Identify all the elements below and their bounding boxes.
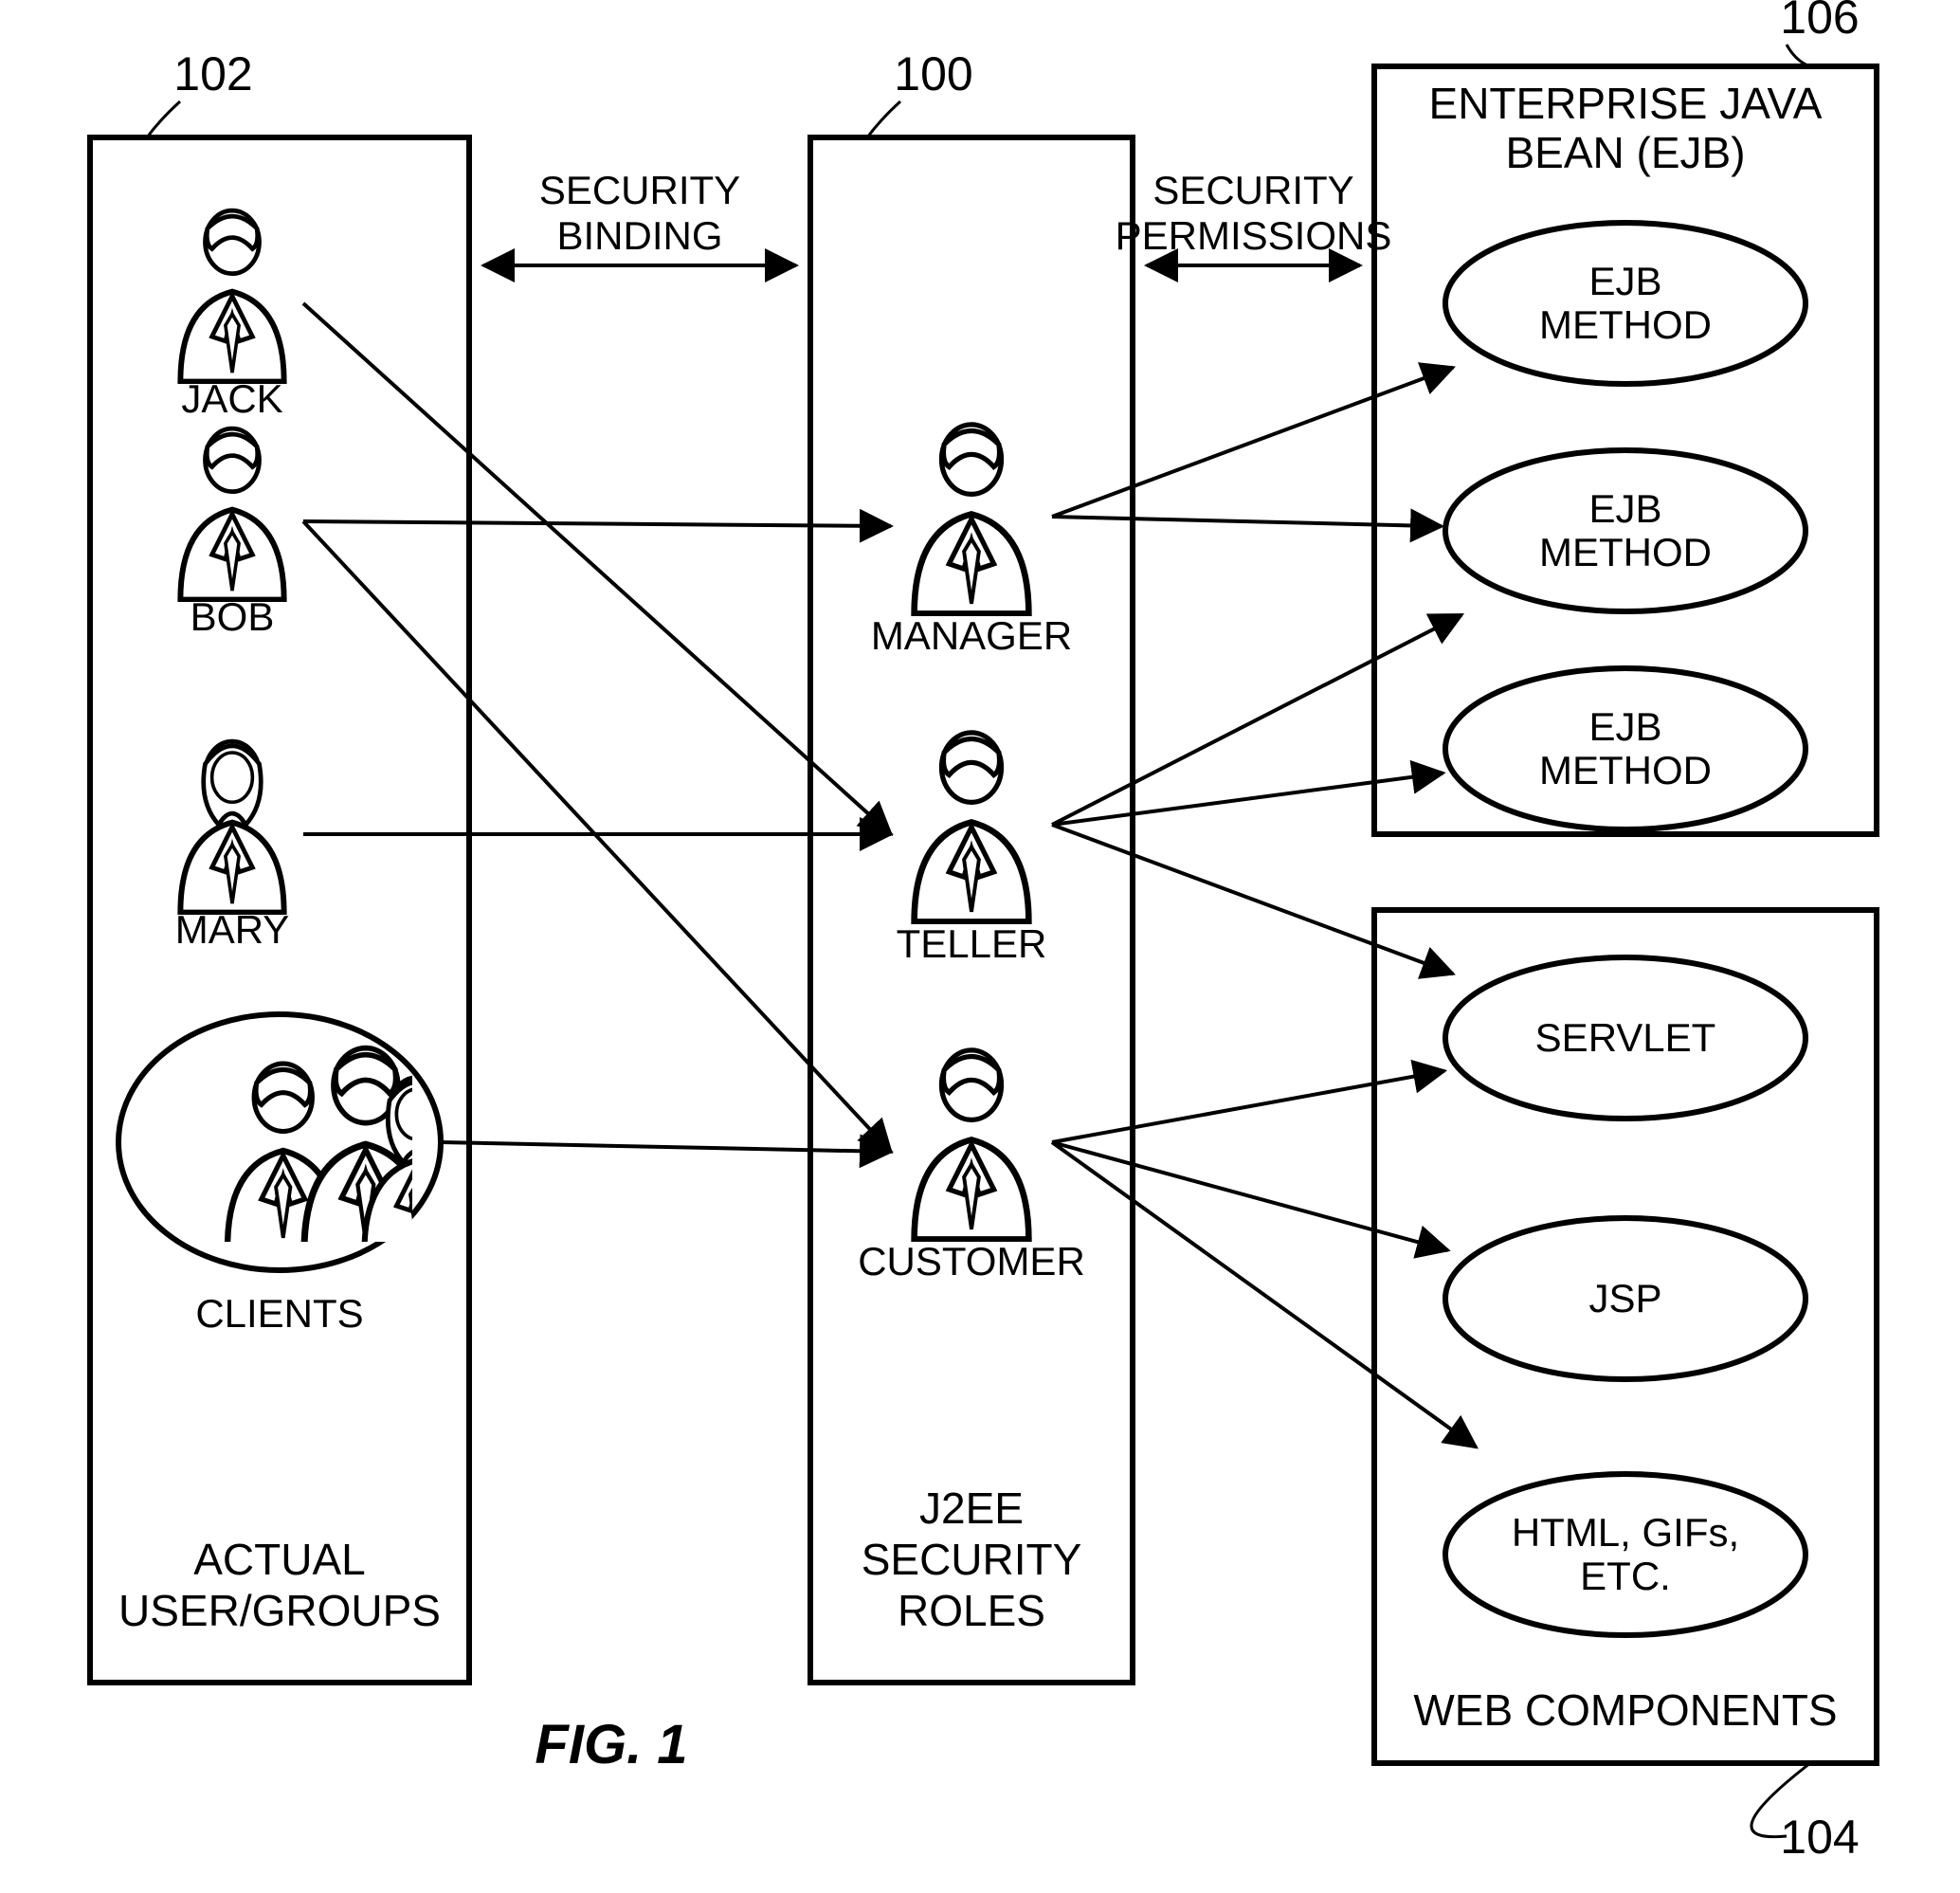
ejb-ejb3: EJBMETHOD: [1445, 668, 1806, 829]
svg-text:JSP: JSP: [1588, 1276, 1661, 1320]
svg-text:ROLES: ROLES: [898, 1586, 1045, 1635]
ejb-ejb2: EJBMETHOD: [1445, 450, 1806, 611]
svg-text:J2EE: J2EE: [919, 1483, 1024, 1533]
svg-text:HTML, GIFs,: HTML, GIFs,: [1512, 1510, 1739, 1555]
svg-text:TELLER: TELLER: [897, 921, 1047, 966]
svg-text:MANAGER: MANAGER: [871, 613, 1072, 658]
svg-text:SECURITY: SECURITY: [539, 168, 740, 212]
svg-text:100: 100: [894, 47, 972, 100]
svg-text:BEAN (EJB): BEAN (EJB): [1505, 128, 1745, 177]
svg-text:PERMISSIONS: PERMISSIONS: [1116, 213, 1392, 258]
svg-text:102: 102: [173, 47, 252, 100]
svg-text:BINDING: BINDING: [556, 213, 722, 258]
svg-text:EJB: EJB: [1588, 486, 1661, 531]
svg-text:MARY: MARY: [175, 907, 290, 952]
svg-text:BOB: BOB: [191, 594, 275, 639]
svg-text:ACTUAL: ACTUAL: [193, 1535, 365, 1584]
svg-text:106: 106: [1780, 0, 1859, 44]
svg-text:JACK: JACK: [181, 376, 282, 421]
ejb-ejb1: EJBMETHOD: [1445, 223, 1806, 384]
svg-text:SECURITY: SECURITY: [1152, 168, 1353, 212]
web-servlet: SERVLET: [1445, 957, 1806, 1119]
svg-text:CLIENTS: CLIENTS: [195, 1291, 363, 1336]
svg-text:104: 104: [1780, 1811, 1859, 1864]
svg-text:SERVLET: SERVLET: [1535, 1015, 1716, 1060]
svg-text:METHOD: METHOD: [1539, 530, 1712, 574]
web-html: HTML, GIFs,ETC.: [1445, 1474, 1806, 1635]
web-jsp: JSP: [1445, 1218, 1806, 1379]
svg-text:EJB: EJB: [1588, 704, 1661, 749]
svg-text:SECURITY: SECURITY: [862, 1535, 1082, 1584]
svg-text:WEB COMPONENTS: WEB COMPONENTS: [1413, 1685, 1837, 1735]
svg-text:METHOD: METHOD: [1539, 748, 1712, 792]
figure-label: FIG. 1: [535, 1714, 687, 1775]
svg-text:USER/GROUPS: USER/GROUPS: [118, 1586, 441, 1635]
security-roles-diagram: ACTUALUSER/GROUPSJ2EESECURITYROLESENTERP…: [0, 0, 1960, 1893]
svg-text:CUSTOMER: CUSTOMER: [858, 1239, 1085, 1283]
svg-text:ENTERPRISE JAVA: ENTERPRISE JAVA: [1429, 79, 1823, 128]
svg-text:ETC.: ETC.: [1580, 1554, 1671, 1598]
svg-text:EJB: EJB: [1588, 259, 1661, 303]
svg-text:METHOD: METHOD: [1539, 302, 1712, 347]
